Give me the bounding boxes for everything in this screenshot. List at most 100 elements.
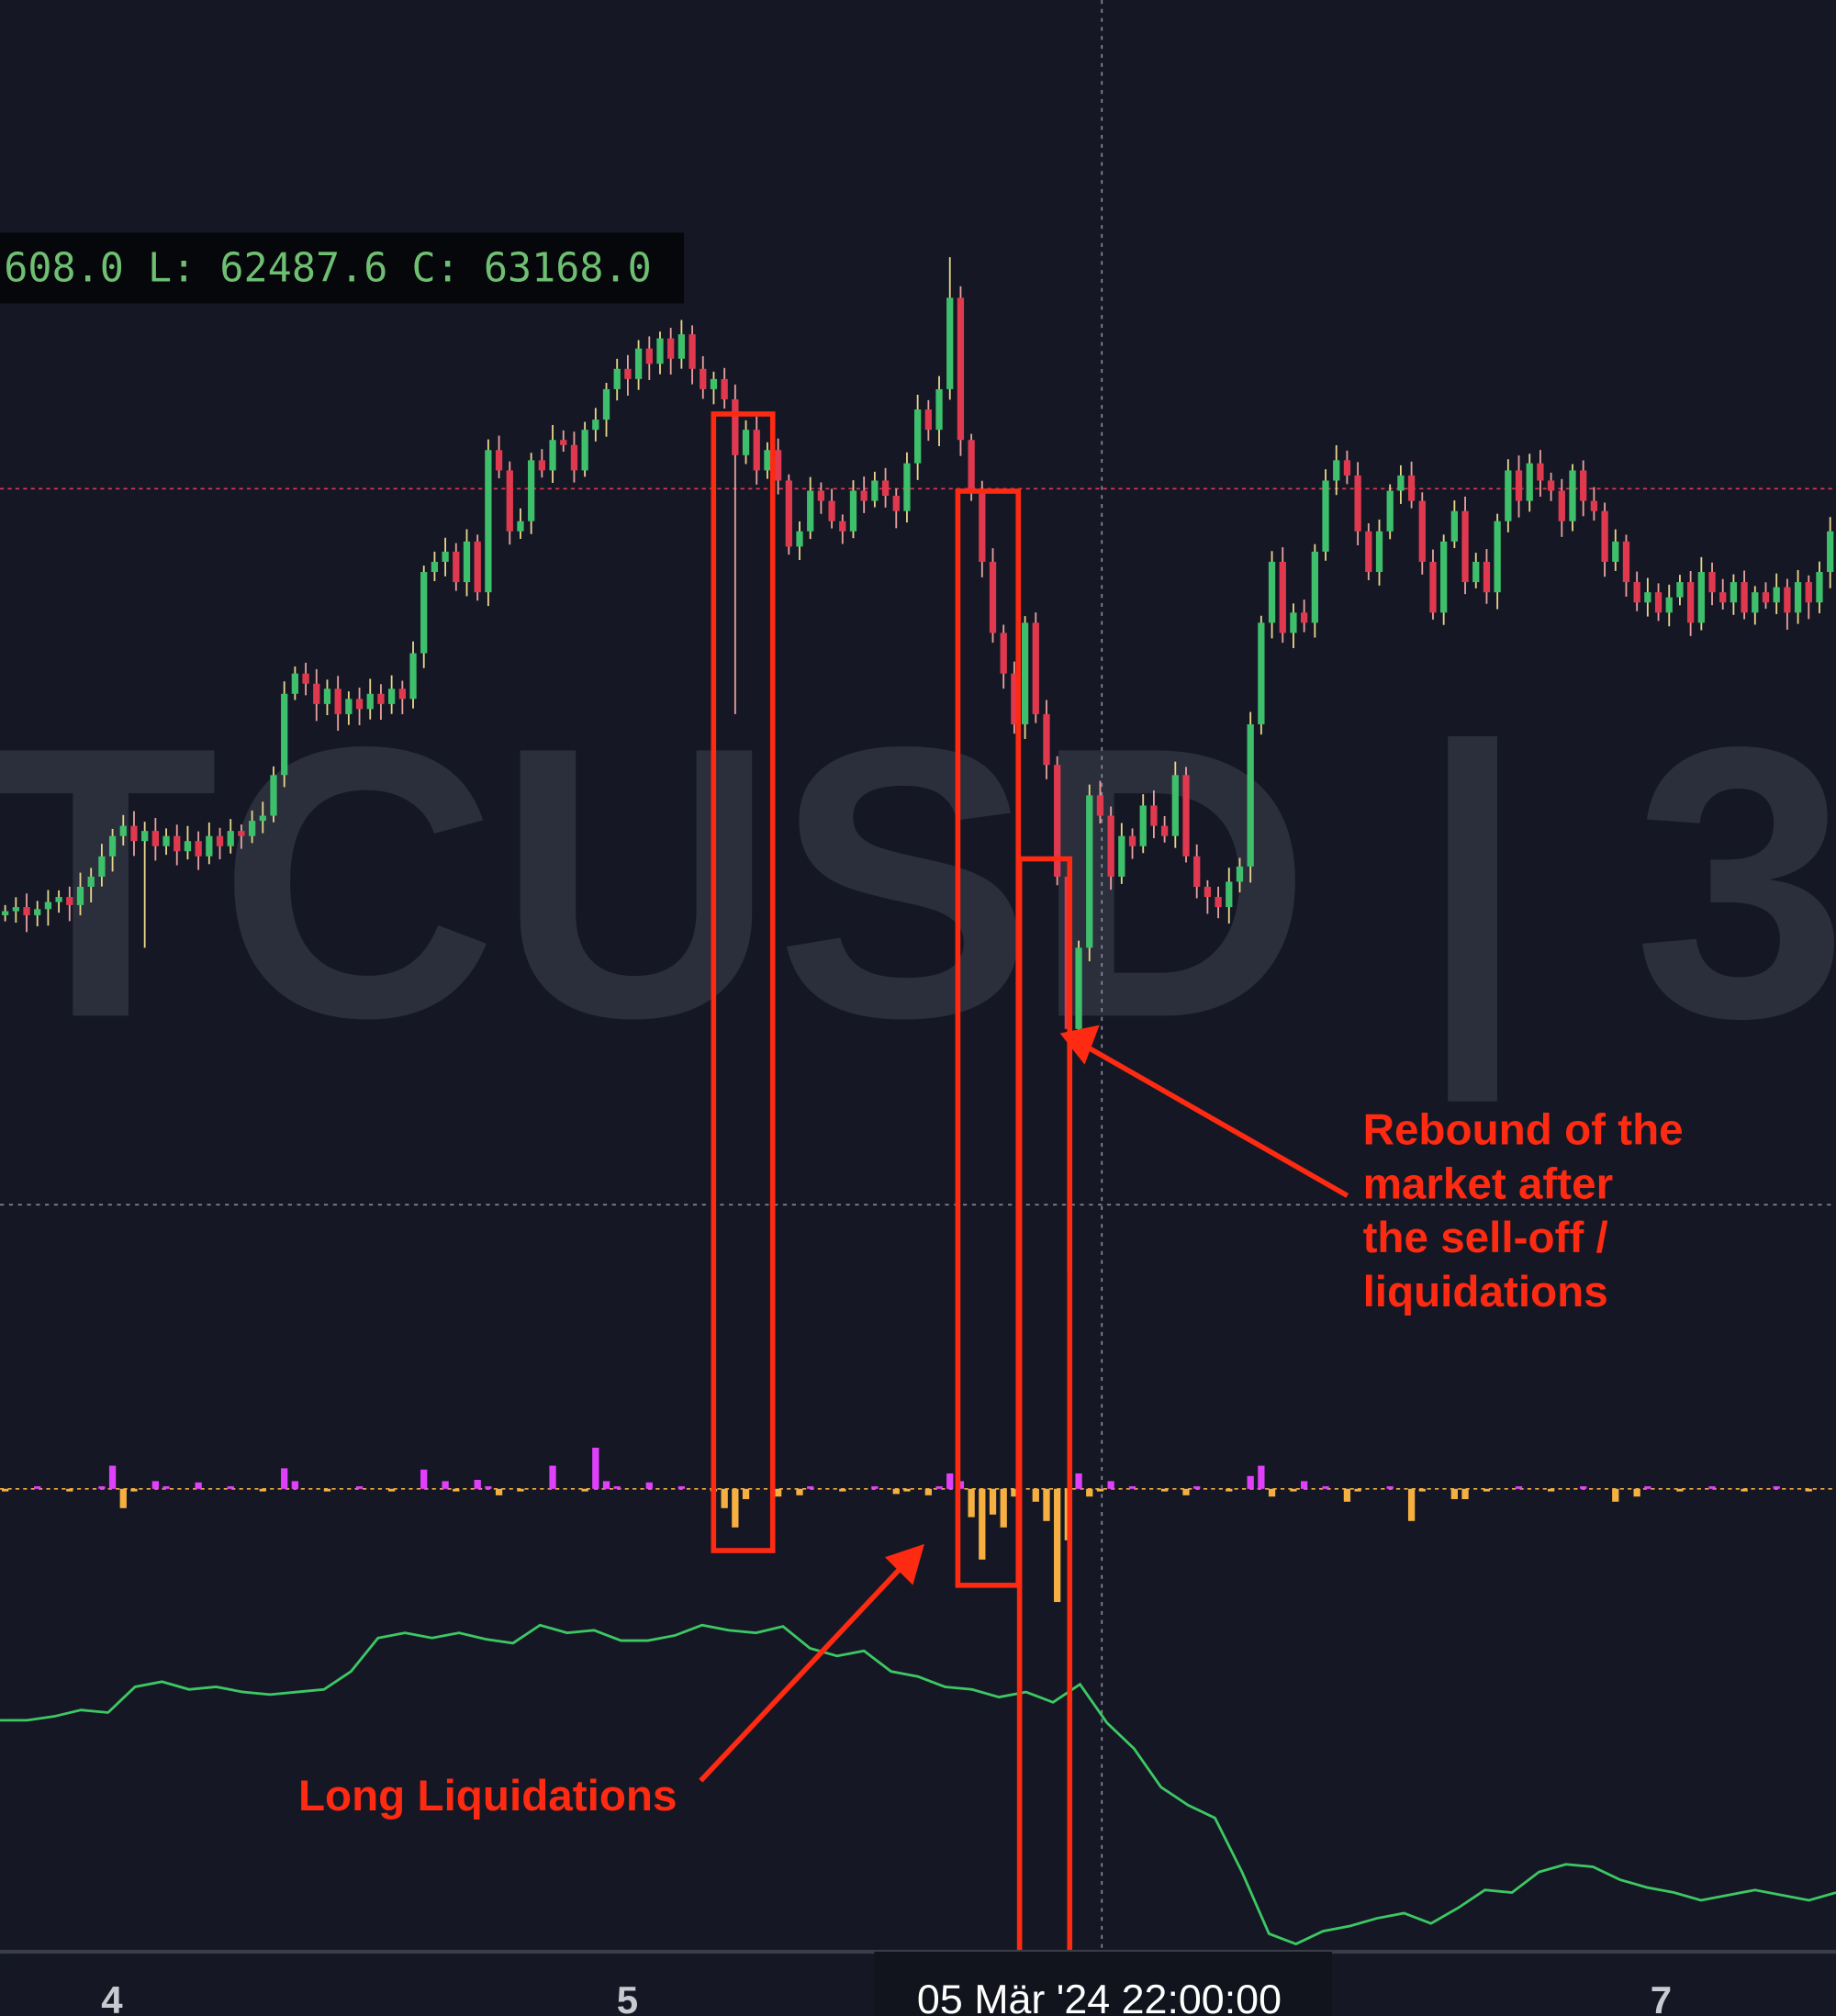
- candle: [238, 824, 245, 849]
- candle: [184, 825, 192, 860]
- long-liquidation-bar: [1450, 1488, 1459, 1499]
- long-liquidation-bar: [1000, 1488, 1007, 1528]
- candle-body: [1043, 713, 1050, 766]
- candle: [1290, 603, 1297, 649]
- candle: [387, 675, 396, 714]
- candle-body: [1686, 582, 1695, 623]
- long-liquidation-bar: [1268, 1488, 1276, 1497]
- candle: [34, 901, 41, 927]
- candle-body: [1644, 592, 1651, 603]
- candle: [656, 331, 664, 375]
- candle-body: [334, 689, 341, 714]
- candle: [1258, 615, 1265, 735]
- candle-body: [849, 490, 857, 532]
- candle-body: [1268, 561, 1276, 623]
- candle: [44, 890, 52, 926]
- candle-body: [624, 368, 632, 379]
- candle-body: [1730, 582, 1738, 603]
- candle: [313, 668, 320, 722]
- candle-body: [979, 490, 986, 562]
- candle-body: [1386, 490, 1394, 532]
- candle: [785, 474, 792, 555]
- candle-body: [1590, 500, 1598, 511]
- short-liquidation-bar: [108, 1465, 117, 1489]
- candle-body: [119, 825, 127, 836]
- candle-body: [645, 348, 653, 364]
- candle-body: [431, 561, 439, 573]
- candle-body: [1322, 480, 1329, 552]
- candle: [570, 431, 578, 483]
- annotation-boxes: [711, 411, 1073, 1966]
- candle-body: [1558, 490, 1565, 521]
- candle: [764, 442, 771, 479]
- candle: [1354, 462, 1361, 546]
- candle-body: [1226, 881, 1233, 908]
- candle: [281, 681, 288, 788]
- candle-body: [98, 856, 106, 877]
- long-liquidation-bar: [968, 1488, 975, 1518]
- candle-body: [732, 398, 739, 455]
- long-liquidation-bar: [581, 1488, 588, 1492]
- short-liquidation-bar: [485, 1485, 492, 1489]
- long-liquidation-bar: [1805, 1488, 1812, 1492]
- candle-body: [227, 831, 234, 846]
- candle: [1182, 767, 1190, 863]
- long-liquidation-bar: [1011, 1488, 1018, 1497]
- candle-body: [1236, 866, 1244, 882]
- candle-body: [1075, 947, 1082, 1029]
- candle: [839, 514, 846, 544]
- candle-body: [935, 388, 943, 431]
- long-liquidation-bar: [1676, 1488, 1684, 1492]
- short-liquidation-bar: [442, 1481, 449, 1489]
- candle: [1537, 450, 1544, 498]
- candle: [979, 480, 986, 577]
- candle-body: [989, 561, 997, 633]
- candle: [1794, 569, 1802, 624]
- candle-body: [560, 440, 567, 445]
- candle: [495, 435, 503, 479]
- candle: [1279, 547, 1286, 644]
- candle: [1032, 612, 1039, 723]
- candle: [1505, 459, 1512, 532]
- oi-line: [0, 1623, 1836, 1946]
- candle-body: [270, 775, 277, 816]
- candle-body: [1290, 612, 1297, 633]
- candle: [431, 551, 439, 581]
- arrow-rebound: [1085, 1044, 1349, 1198]
- ohlc-readout: 608.0 L: 62487.6 C: 63168.0: [4, 246, 652, 292]
- short-liquidation-bar: [592, 1447, 599, 1489]
- candle: [1333, 444, 1340, 496]
- candle-body: [463, 541, 471, 583]
- candle: [442, 537, 449, 577]
- candle-body: [1741, 582, 1748, 613]
- candle: [1450, 500, 1459, 549]
- candle: [1762, 582, 1770, 610]
- candle-body: [1193, 856, 1201, 887]
- short-liquidation-bar: [946, 1473, 954, 1489]
- candle: [377, 684, 385, 720]
- candle: [677, 319, 686, 369]
- candle: [721, 367, 728, 409]
- candle: [1128, 828, 1136, 859]
- candle-body: [162, 835, 170, 846]
- candle-body: [1301, 612, 1308, 623]
- long-liquidation-bar: [453, 1488, 460, 1492]
- candle: [700, 355, 707, 399]
- candle-body: [570, 444, 578, 471]
- long-liquidation-bar: [1741, 1488, 1748, 1492]
- candle-body: [1407, 475, 1416, 501]
- candle-body: [453, 551, 460, 583]
- candle-body: [195, 841, 202, 857]
- candle-body: [1354, 475, 1361, 532]
- candle-body: [474, 541, 481, 593]
- short-liquidation-bar: [957, 1481, 965, 1489]
- long-liquidation-bar: [1461, 1488, 1469, 1499]
- candle: [1580, 460, 1587, 517]
- short-liquidation-bar: [807, 1485, 814, 1489]
- candle-body: [313, 683, 320, 704]
- candle-body: [914, 409, 922, 464]
- candle-body: [1397, 475, 1405, 491]
- arrow-long-liq: [699, 1563, 905, 1783]
